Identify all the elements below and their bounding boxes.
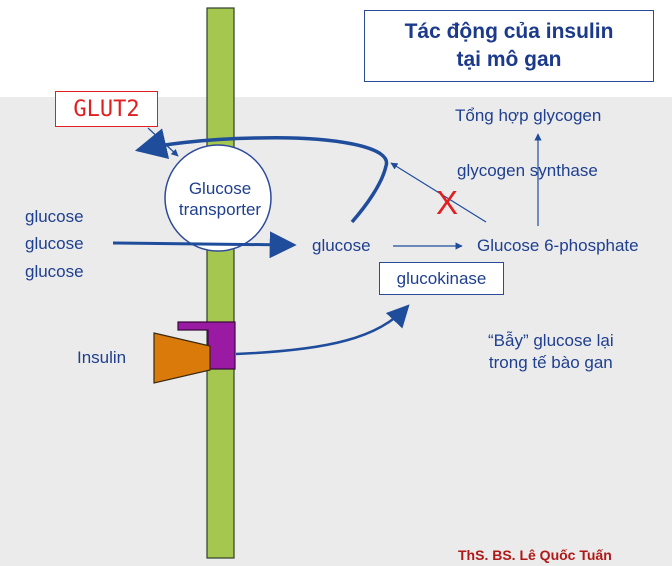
intracellular-glucose: glucose <box>312 236 371 255</box>
insulin-molecule <box>153 332 211 384</box>
transporter-line-1: Glucose <box>188 179 252 198</box>
title-line-2: tại mô gan <box>456 48 562 71</box>
glycogen-synthase-label: glycogen synthase <box>457 161 598 180</box>
title-line-1: Tác động của insulin <box>404 20 614 43</box>
glut2-label: GLUT2 <box>55 91 158 127</box>
export-loop-arrow <box>134 128 389 224</box>
glucose-6-phosphate-label: Glucose 6-phosphate <box>477 236 639 255</box>
insulin-signal-arrow <box>235 304 410 356</box>
trap-note-line-2: trong tế bào gan <box>488 353 613 372</box>
insulin-label: Insulin <box>77 348 127 367</box>
glucose-trap-note: “Bẫy” glucose lại trong tế bào gan <box>488 330 614 374</box>
transporter-line-2: transporter <box>178 200 262 219</box>
glucose-entry-arrow <box>112 231 297 259</box>
outside-glucose-3: glucose <box>25 262 84 281</box>
glucose-transporter-circle <box>164 144 272 252</box>
transporter-label: Glucose transporter <box>165 153 275 245</box>
outside-glucose-1: glucose <box>25 207 84 226</box>
slide-background <box>0 97 672 566</box>
glucokinase-label: glucokinase <box>379 262 504 295</box>
author-credit: ThS. BS. Lê Quốc Tuấn <box>458 547 612 563</box>
blocked-x-mark: X <box>436 184 459 221</box>
slide-title: Tác động của insulin tại mô gan <box>364 10 654 82</box>
trap-note-line-1: “Bẫy” glucose lại <box>488 331 614 350</box>
blocked-reverse-arrow <box>390 162 487 223</box>
glycogen-synthesis-label: Tổng hợp glycogen <box>455 106 602 125</box>
cell-membrane <box>206 7 235 559</box>
outside-glucose-2: glucose <box>25 234 84 253</box>
